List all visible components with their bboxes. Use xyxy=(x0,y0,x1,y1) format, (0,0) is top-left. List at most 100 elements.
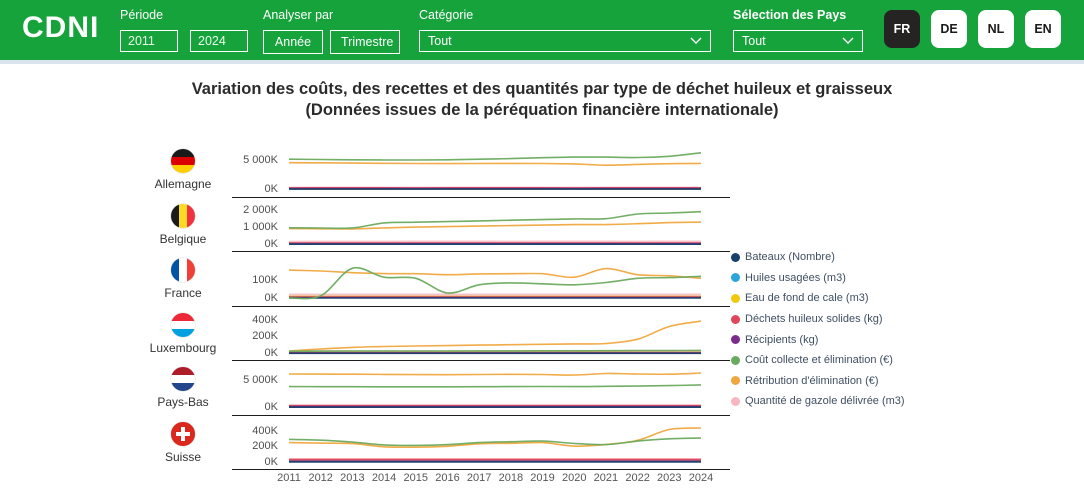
country-label-allemagne: Allemagne xyxy=(154,177,212,191)
retribution-swatch-icon xyxy=(731,376,740,386)
gazole-swatch-icon xyxy=(731,396,740,406)
row-separator xyxy=(232,414,730,416)
categorie-select[interactable]: Tout xyxy=(419,30,711,52)
categorie-value: Tout xyxy=(428,34,452,48)
legend-item-bateaux[interactable]: Bateaux (Nombre) xyxy=(731,247,905,268)
pays-select[interactable]: Tout xyxy=(733,30,863,52)
legend-label: Rétribution d'élimination (€) xyxy=(745,374,879,387)
chart-legend: Bateaux (Nombre) Huiles usagées (m3) Eau d… xyxy=(731,247,905,412)
series-line-retribution xyxy=(288,319,702,352)
x-tick-label: 2011 xyxy=(277,472,301,484)
y-tick-label: 2 000K xyxy=(243,204,278,217)
country-flag-icon xyxy=(171,421,195,446)
chevron-down-icon xyxy=(690,37,702,45)
legend-label: Huiles usagées (m3) xyxy=(745,271,846,284)
country-cell-belgique: Belgique xyxy=(138,203,228,246)
header-bar: CDNI Période Analyser par Année Trimestr… xyxy=(0,0,1084,60)
country-row-pays-bas: Pays-Bas 5 000K 0K xyxy=(157,361,730,416)
y-tick-label: 0K xyxy=(264,183,278,195)
legend-item-huiles[interactable]: Huiles usagées (m3) xyxy=(731,268,905,289)
legend-label: Eau de fond de cale (m3) xyxy=(745,292,869,305)
y-tick-label: 400K xyxy=(252,424,278,437)
line-plot-belgique[interactable] xyxy=(285,198,705,253)
lang-button-fr[interactable]: FR xyxy=(884,10,920,48)
country-flag-icon xyxy=(171,258,195,282)
line-plot-suisse[interactable] xyxy=(285,416,705,471)
x-tick-label: 2012 xyxy=(308,472,333,484)
legend-item-dechets[interactable]: Déchets huileux solides (kg) xyxy=(731,309,905,330)
legend-label: Récipients (kg) xyxy=(745,333,819,346)
trimestre-button[interactable]: Trimestre xyxy=(330,30,400,54)
y-tick-label: 200K xyxy=(252,440,278,453)
x-tick-label: 2020 xyxy=(561,472,587,484)
row-separator xyxy=(232,251,730,252)
series-line-cout xyxy=(288,349,702,352)
x-tick-label: 2019 xyxy=(530,472,555,484)
annee-button[interactable]: Année xyxy=(263,30,323,54)
country-row-allemagne: Allemagne 5 000K 0K xyxy=(155,143,730,198)
country-cell-suisse: Suisse xyxy=(138,421,228,464)
y-tick-label: 0K xyxy=(264,401,278,413)
y-tick-label: 1 000K xyxy=(243,220,278,233)
cout-swatch-icon xyxy=(731,355,740,365)
lang-button-de[interactable]: DE xyxy=(931,10,967,48)
huiles-swatch-icon xyxy=(731,273,740,283)
x-tick-label: 2023 xyxy=(657,472,682,484)
line-plot-pays-bas[interactable] xyxy=(285,361,705,416)
row-separator xyxy=(232,360,730,361)
y-tick-label: 5 000K xyxy=(243,153,278,166)
country-label-france: France xyxy=(164,286,202,300)
y-tick-label: 200K xyxy=(252,330,278,343)
y-tick-label: 0K xyxy=(264,455,278,468)
legend-item-cout[interactable]: Coût collecte et élimination (€) xyxy=(731,350,905,371)
series-line-cout xyxy=(288,152,702,161)
page-title: Variation des coûts, des recettes et des… xyxy=(0,79,1084,121)
x-tick-label: 2017 xyxy=(466,472,492,484)
legend-item-eau[interactable]: Eau de fond de cale (m3) xyxy=(731,288,905,309)
y-tick-label: 0K xyxy=(264,292,278,304)
country-flag-icon xyxy=(171,312,195,337)
analyser-par-label: Analyser par xyxy=(263,8,334,22)
series-line-cout xyxy=(288,266,702,300)
series-line-retribution xyxy=(288,426,702,448)
series-line-retribution xyxy=(288,161,702,167)
eau-swatch-icon xyxy=(731,293,740,303)
lang-button-nl[interactable]: NL xyxy=(978,10,1014,48)
dechets-swatch-icon xyxy=(731,314,740,324)
lang-button-en[interactable]: EN xyxy=(1025,10,1061,48)
categorie-label: Catégorie xyxy=(419,8,474,22)
country-label-pays-bas: Pays-Bas xyxy=(157,395,209,409)
row-separator xyxy=(232,196,730,198)
title-line-2: (Données issues de la péréquation financ… xyxy=(305,101,779,119)
series-line-retribution xyxy=(288,372,702,376)
x-tick-label: 2022 xyxy=(625,472,650,484)
series-line-cout xyxy=(288,210,702,229)
country-row-belgique: Belgique 2 000K 1 000K 0K xyxy=(160,198,730,253)
series-line-retribution xyxy=(288,220,702,230)
line-plot-france[interactable] xyxy=(285,252,705,307)
periode-to-input[interactable] xyxy=(190,30,248,52)
chevron-down-icon xyxy=(842,37,854,45)
country-cell-luxembourg: Luxembourg xyxy=(138,312,228,355)
y-tick-label: 5 000K xyxy=(243,373,278,386)
legend-label: Coût collecte et élimination (€) xyxy=(745,354,893,367)
legend-item-gazole[interactable]: Quantité de gazole délivrée (m3) xyxy=(731,391,905,412)
series-line-cout xyxy=(288,436,702,446)
legend-item-recipients[interactable]: Récipients (kg) xyxy=(731,329,905,350)
row-separator xyxy=(232,305,730,307)
legend-item-retribution[interactable]: Rétribution d'élimination (€) xyxy=(731,371,905,392)
country-cell-allemagne: Allemagne xyxy=(138,149,228,191)
line-plot-allemagne[interactable] xyxy=(285,143,705,198)
y-tick-label: 400K xyxy=(252,313,278,326)
series-line-retribution xyxy=(288,267,702,280)
country-cell-pays-bas: Pays-Bas xyxy=(138,367,228,409)
country-cell-france: France xyxy=(138,258,228,300)
legend-label: Bateaux (Nombre) xyxy=(745,251,835,264)
line-plot-luxembourg[interactable] xyxy=(285,307,705,362)
periode-from-input[interactable] xyxy=(120,30,178,52)
bateaux-swatch-icon xyxy=(731,252,740,262)
country-label-suisse: Suisse xyxy=(164,449,202,464)
legend-label: Quantité de gazole délivrée (m3) xyxy=(745,395,905,408)
country-row-luxembourg: Luxembourg 400K 200K 0K xyxy=(150,307,730,362)
legend-label: Déchets huileux solides (kg) xyxy=(745,313,883,326)
